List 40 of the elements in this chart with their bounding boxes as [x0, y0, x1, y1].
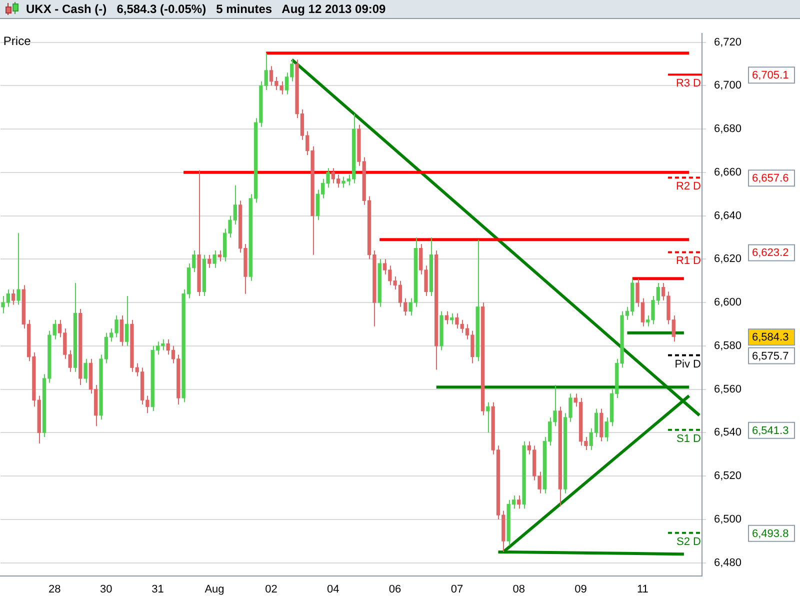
x-tick-label: 02 — [265, 583, 278, 596]
text: 6,575.7 — [752, 350, 789, 362]
text: 6,657.6 — [752, 172, 789, 185]
text: 6,584.3 — [752, 332, 789, 344]
text: 6,541.3 — [752, 424, 789, 437]
y-tick-label: 6,600 — [714, 296, 742, 309]
y-tick-label: 6,620 — [714, 253, 742, 266]
x-tick-label: 11 — [636, 583, 648, 596]
ref-line-label: S1 D — [676, 432, 702, 445]
y-tick-label: 6,700 — [714, 80, 742, 92]
y-tick-label: 6,660 — [714, 166, 742, 178]
text: 6,623.2 — [752, 247, 789, 260]
x-tick-label: 31 — [152, 583, 164, 596]
x-tick-label: 04 — [327, 583, 340, 596]
ref-line-label: S2 D — [676, 536, 702, 548]
x-tick-label: 30 — [100, 583, 112, 596]
x-tick-label: 09 — [574, 583, 587, 596]
chart-subtitle: 6,584.3 (-0.05%) 5 minutes Aug 12 2013 09:09 — [116, 2, 386, 16]
y-tick-label: 6,480 — [714, 556, 742, 569]
x-tick-label: 07 — [450, 583, 464, 596]
x-tick-label: 08 — [512, 583, 525, 596]
chart-title: UKX - Cash (-) — [26, 2, 107, 16]
ref-line-label: R2 D — [676, 180, 702, 193]
y-tick-label: 6,560 — [714, 383, 742, 396]
y-tick-label: 6,520 — [714, 470, 742, 482]
y-tick-label: 6,580 — [714, 340, 742, 352]
ref-line-label: R1 D — [676, 255, 702, 268]
x-tick-label: 28 — [48, 583, 61, 596]
ref-line-label: Piv D — [674, 358, 702, 370]
y-tick-label: 6,720 — [714, 36, 742, 48]
y-tick-label: 6,680 — [714, 123, 742, 136]
text: 6,705.1 — [752, 70, 789, 82]
ref-line-label: R3 D — [676, 78, 702, 90]
y-axis-title: Price — [3, 34, 32, 48]
y-tick-label: 6,500 — [714, 513, 742, 526]
y-tick-label: 6,540 — [714, 426, 742, 439]
x-tick-label: 06 — [388, 583, 402, 596]
x-tick-label: Aug — [204, 583, 224, 596]
y-tick-label: 6,640 — [714, 210, 742, 222]
text: 6,493.8 — [752, 528, 789, 540]
